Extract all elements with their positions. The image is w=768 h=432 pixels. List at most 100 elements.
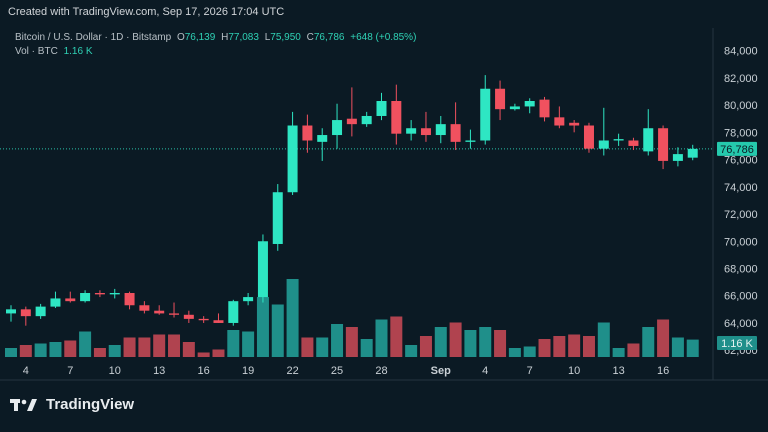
volume-bar xyxy=(449,322,462,357)
volume-bar xyxy=(419,336,432,357)
open-value: 76,139 xyxy=(184,32,216,43)
volume-bar xyxy=(582,336,595,357)
volume-value: 1.16 K xyxy=(63,46,93,57)
x-tick-label: 28 xyxy=(375,365,387,377)
candle-body xyxy=(272,192,283,244)
candle-body xyxy=(50,298,61,307)
volume-bar xyxy=(168,334,181,357)
y-tick-label: 80,000 xyxy=(724,100,758,112)
candle-body xyxy=(332,120,343,136)
volume-bar xyxy=(508,348,521,357)
low-label: L xyxy=(264,32,271,43)
candle-body xyxy=(228,301,239,323)
candle-body xyxy=(287,125,298,193)
volume-bar xyxy=(271,304,284,357)
candle-body xyxy=(539,99,550,118)
volume-bar xyxy=(494,330,507,357)
candle-body xyxy=(317,135,328,142)
volume-bar xyxy=(627,343,640,357)
x-tick-label: 7 xyxy=(527,365,533,377)
candle-body xyxy=(20,309,31,317)
candle-body xyxy=(80,293,91,302)
candle-body xyxy=(361,115,372,125)
x-tick-label: 4 xyxy=(482,365,488,377)
volume-badge xyxy=(717,336,757,350)
volume-bar xyxy=(138,337,151,357)
candlestick-chart[interactable]: 84,000 82,000 80,000 78,000 76,000 74,000 72,0… xyxy=(0,28,768,388)
candle-body xyxy=(524,101,535,107)
candle-body xyxy=(65,298,76,302)
volume-bar xyxy=(642,327,655,357)
ohlc-legend: Bitcoin / U.S. Dollar · 1D · Bitstamp O7… xyxy=(15,32,419,43)
low-value: 75,950 xyxy=(270,32,301,43)
volume-bar xyxy=(242,331,255,357)
volume-bar xyxy=(64,340,77,357)
volume-bar xyxy=(19,345,32,357)
volume-axis-label: 1.16 K xyxy=(721,338,753,350)
volume-bar xyxy=(34,343,47,357)
candle-body xyxy=(376,101,387,116)
candle-body xyxy=(420,128,431,136)
candle-body xyxy=(169,313,180,315)
candle-body xyxy=(495,88,506,110)
volume-bar xyxy=(671,337,684,357)
volume-bar xyxy=(108,345,121,357)
x-tick-label: 10 xyxy=(568,365,580,377)
volume-bar xyxy=(301,337,314,357)
volume-bar xyxy=(434,327,447,357)
x-tick-label: 16 xyxy=(657,365,669,377)
volume-bar xyxy=(568,334,581,357)
candle-body xyxy=(480,88,491,141)
volume-bar xyxy=(612,348,625,357)
volume-bar xyxy=(523,346,536,357)
y-tick-label: 72,000 xyxy=(724,209,758,221)
candle-body xyxy=(406,128,417,134)
volume-bar xyxy=(390,316,403,357)
volume-bar xyxy=(5,348,17,357)
last-price-badge xyxy=(717,141,757,156)
candle-body xyxy=(213,320,224,323)
close-value: 76,786 xyxy=(313,32,345,43)
candle-body xyxy=(569,122,580,126)
candle-body xyxy=(139,305,150,311)
volume-legend: Vol · BTC 1.16 K xyxy=(15,46,96,57)
high-label: H xyxy=(221,32,229,43)
tradingview-logo: TradingView xyxy=(10,396,134,413)
candle-body xyxy=(124,293,135,306)
x-tick-label: 22 xyxy=(286,365,298,377)
y-tick-label: 64,000 xyxy=(724,318,758,330)
candle-body xyxy=(465,140,476,142)
volume-bar xyxy=(123,337,136,357)
candle-body xyxy=(509,106,520,110)
volume-bar xyxy=(686,339,699,357)
open-label: O xyxy=(176,32,185,43)
candle-body xyxy=(435,124,446,136)
y-tick-label: 66,000 xyxy=(724,291,758,303)
candle-body xyxy=(183,314,194,319)
candle-body xyxy=(109,293,120,295)
y-tick-label: 76,000 xyxy=(724,155,758,167)
candle-body xyxy=(687,148,698,158)
x-tick-label: 19 xyxy=(242,365,254,377)
volume-bar xyxy=(182,342,195,357)
volume-bar xyxy=(93,348,106,357)
volume-bar xyxy=(79,331,92,357)
y-tick-label: 68,000 xyxy=(724,263,758,275)
candle-body xyxy=(94,293,105,295)
last-price-label: 76,786 xyxy=(720,144,754,156)
candle-body xyxy=(658,128,669,161)
candle-body xyxy=(672,154,683,161)
volume-bar xyxy=(153,334,166,357)
candle-body xyxy=(346,118,357,125)
candle-body xyxy=(35,306,46,317)
change-value: +648 (+0.85%) xyxy=(350,32,417,43)
chart-created-caption: Created with TradingView.com, Sep 17, 20… xyxy=(8,6,285,18)
volume-bar xyxy=(345,327,358,357)
y-tick-label: 70,000 xyxy=(724,236,758,248)
y-tick-label: 84,000 xyxy=(724,46,758,58)
candle-body xyxy=(613,139,624,141)
volume-bar xyxy=(597,322,610,357)
candle-body xyxy=(554,117,565,126)
volume-bar xyxy=(212,349,225,357)
volume-bar xyxy=(479,327,492,357)
